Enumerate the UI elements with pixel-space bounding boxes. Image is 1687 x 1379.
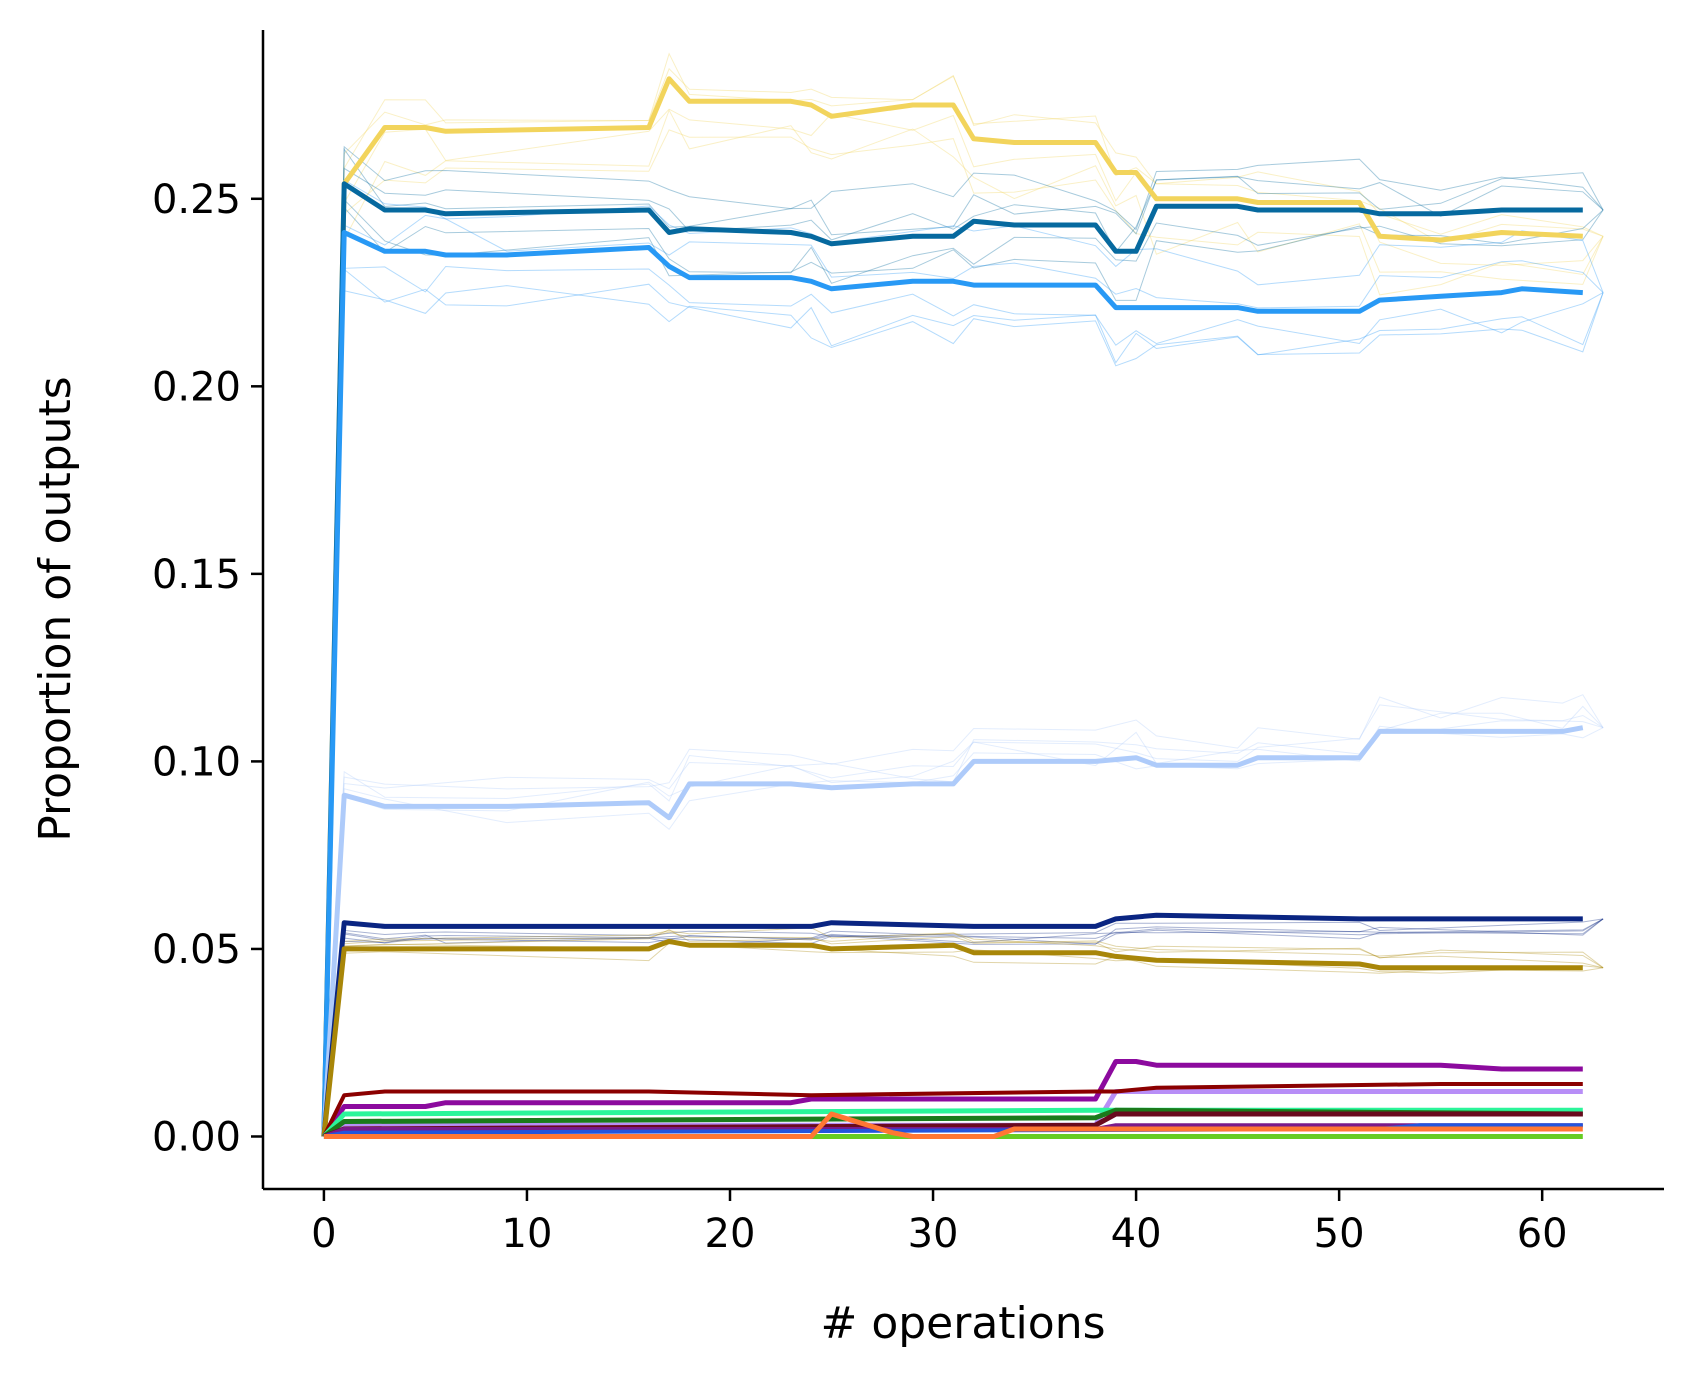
faint-runs-layer <box>323 52 1604 1137</box>
faint-run-line <box>323 268 1604 1137</box>
x-axis-label: # operations <box>820 1298 1105 1349</box>
faint-run-line <box>323 720 1604 1137</box>
faint-run-line <box>323 694 1604 1137</box>
faint-run-line <box>323 198 1604 1137</box>
series-line-16 <box>323 1111 1583 1139</box>
faint-run-line <box>323 52 1604 1137</box>
faint-run-line <box>323 929 1604 1137</box>
series-line-11 <box>322 1107 1583 1139</box>
faint-run-line <box>323 918 1604 1137</box>
faint-run-line <box>323 705 1604 1137</box>
y-tick-label: 0.10 <box>152 739 241 785</box>
faint-run-line <box>323 265 1604 1137</box>
faint-run-line <box>323 942 1604 1137</box>
faint-run-line <box>323 285 1604 1137</box>
faint-run-line <box>323 108 1604 1137</box>
series-line-1 <box>321 76 1583 1137</box>
series-line-6 <box>321 938 1583 1137</box>
x-tick-label: 50 <box>1314 1211 1365 1257</box>
faint-run-line <box>323 918 1604 1137</box>
x-tick-label: 0 <box>311 1211 336 1257</box>
y-ticks: 0.00 0.05 0.10 0.15 0.20 0.25 <box>152 177 263 1160</box>
series-line-4 <box>321 725 1584 1137</box>
y-tick-label: 0.05 <box>152 927 241 973</box>
faint-run-line <box>323 108 1604 1137</box>
faint-run-line <box>323 931 1604 1137</box>
x-ticks: 0 10 20 30 40 50 60 <box>311 1189 1568 1257</box>
series-line-9 <box>322 1082 1583 1138</box>
y-tick-label: 0.15 <box>152 552 241 598</box>
faint-run-line <box>323 67 1604 1137</box>
faint-run-line <box>323 167 1604 1137</box>
axes <box>261 30 1664 1191</box>
y-axis-label: Proportion of outputs <box>30 376 81 841</box>
x-tick-label: 60 <box>1517 1211 1568 1257</box>
faint-run-line <box>323 179 1604 1137</box>
series-line-5 <box>321 912 1583 1137</box>
faint-run-line <box>323 918 1604 1137</box>
faint-run-line <box>323 206 1604 1137</box>
y-tick-label: 0.20 <box>152 364 241 410</box>
faint-run-line <box>323 129 1604 1137</box>
x-tick-label: 40 <box>1111 1211 1162 1257</box>
x-tick-label: 20 <box>705 1211 756 1257</box>
series-layer <box>321 76 1584 1139</box>
x-tick-label: 30 <box>908 1211 959 1257</box>
y-tick-label: 0.25 <box>152 177 241 223</box>
faint-run-line <box>323 147 1604 1137</box>
series-line-3 <box>321 230 1583 1137</box>
faint-run-line <box>323 943 1604 1137</box>
faint-run-line <box>323 725 1604 1137</box>
series-line-2 <box>321 181 1583 1137</box>
faint-run-line <box>323 704 1604 1137</box>
y-tick-label: 0.00 <box>152 1114 241 1160</box>
faint-run-line <box>323 918 1604 1137</box>
faint-run-line <box>323 918 1604 1137</box>
faint-run-line <box>323 214 1604 1137</box>
faint-run-line <box>323 145 1604 1137</box>
x-tick-label: 10 <box>502 1211 553 1257</box>
series-line-7 <box>321 1059 1583 1138</box>
faint-run-line <box>323 927 1604 1137</box>
